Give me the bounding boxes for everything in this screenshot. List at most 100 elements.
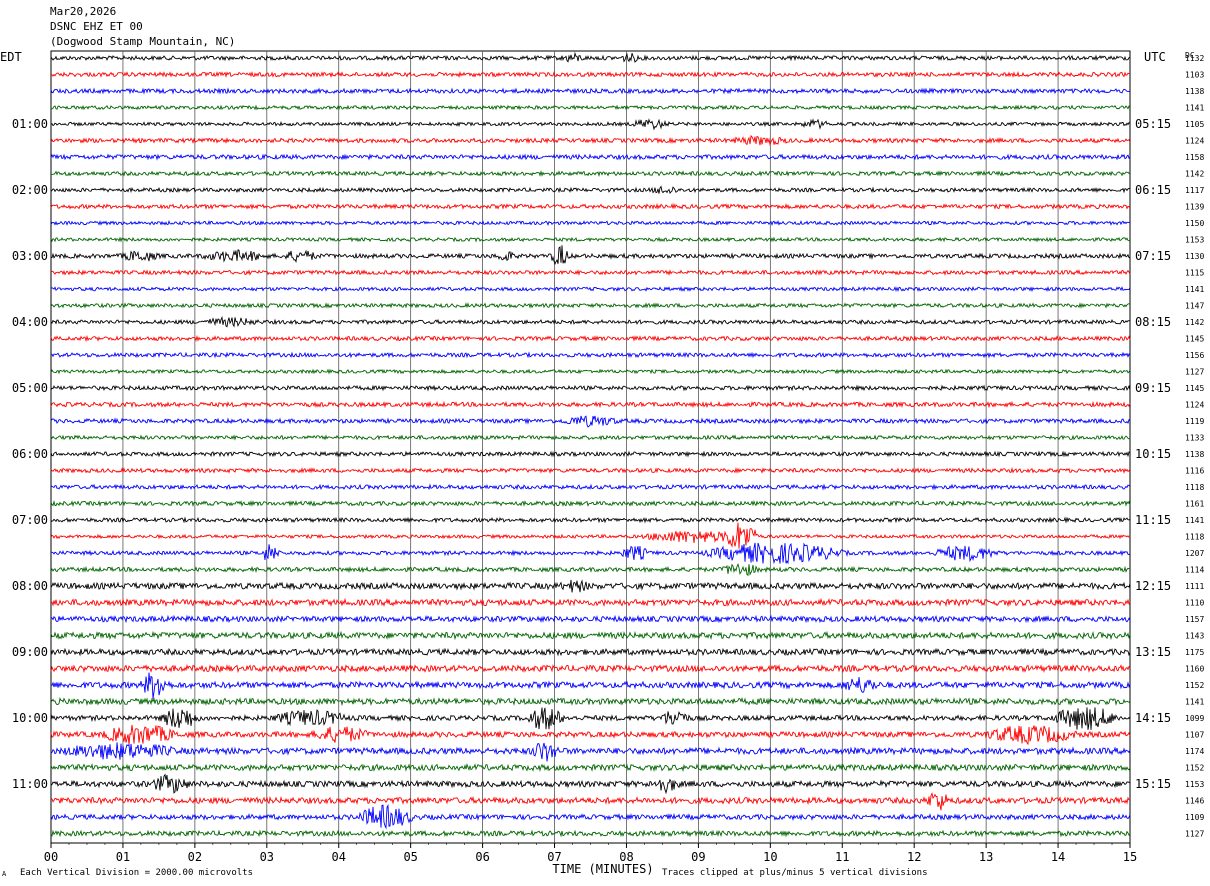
- dc-column-label: DC: [1185, 51, 1195, 60]
- dc-offset-label: 1103: [1185, 71, 1204, 80]
- right-hour-label: 11:15: [1135, 513, 1171, 527]
- dc-offset-label: 1145: [1185, 335, 1204, 344]
- left-hour-label: 10:00: [12, 711, 48, 725]
- right-hour-label: 10:15: [1135, 447, 1171, 461]
- trace-line: [50, 219, 1131, 226]
- left-hour-label: 06:00: [12, 447, 48, 461]
- x-tick-label: 12: [907, 850, 921, 864]
- x-tick-label: 11: [835, 850, 849, 864]
- left-hour-label: 03:00: [12, 249, 48, 263]
- dc-offset-label: 1119: [1185, 417, 1204, 426]
- dc-offset-label: 1142: [1185, 170, 1204, 179]
- header-date: Mar20,2026: [50, 5, 117, 18]
- header-station: DSNC EHZ ET 00: [50, 20, 143, 33]
- dc-offset-label: 1161: [1185, 500, 1204, 509]
- dc-offset-label: 1147: [1185, 302, 1204, 311]
- dc-offset-label: 1138: [1185, 87, 1204, 96]
- dc-offset-label: 1139: [1185, 203, 1204, 212]
- dc-offset-label: 1132: [1185, 54, 1204, 63]
- trace-line: [50, 663, 1131, 674]
- trace-line: [50, 522, 1131, 549]
- dc-offset-label: 1130: [1185, 252, 1204, 261]
- trace-line: [50, 70, 1131, 79]
- trace-line: [50, 185, 1130, 194]
- x-tick-label: 05: [403, 850, 417, 864]
- dc-offset-label: 1116: [1185, 467, 1204, 476]
- x-tick-label: 07: [547, 850, 561, 864]
- dc-offset-label: 1118: [1185, 483, 1204, 492]
- dc-offset-label: 1141: [1185, 516, 1204, 525]
- dc-offset-label: 1117: [1185, 186, 1204, 195]
- trace-line: [50, 434, 1131, 441]
- trace-line: [50, 630, 1131, 641]
- x-tick-label: 09: [691, 850, 705, 864]
- trace-line: [50, 763, 1131, 773]
- trace-line: [50, 104, 1131, 111]
- right-hour-label: 05:15: [1135, 117, 1171, 131]
- x-tick-label: 04: [332, 850, 346, 864]
- trace-line: [50, 51, 1131, 63]
- trace-line: [50, 597, 1131, 608]
- left-hour-label: 05:00: [12, 381, 48, 395]
- dc-offset-label: 1127: [1185, 830, 1204, 839]
- dc-offset-label: 1145: [1185, 384, 1204, 393]
- left-axis-label: EDT: [0, 50, 22, 64]
- dc-offset-label: 1141: [1185, 285, 1204, 294]
- trace-line: [50, 672, 1131, 699]
- right-hour-label: 09:15: [1135, 381, 1171, 395]
- dc-offset-label: 1175: [1185, 648, 1204, 657]
- dc-offset-label: 1143: [1185, 632, 1204, 641]
- dc-offset-label: 1127: [1185, 368, 1204, 377]
- trace-line: [50, 351, 1131, 359]
- footer-clip-note: Traces clipped at plus/minus 5 vertical …: [662, 868, 928, 878]
- dc-offset-label: 1109: [1185, 813, 1204, 822]
- dc-offset-label: 1099: [1185, 714, 1204, 723]
- trace-line: [50, 118, 1131, 131]
- dc-offset-label: 1153: [1185, 780, 1204, 789]
- traces: [50, 51, 1131, 838]
- header-location: (Dogwood Stamp Mountain, NC): [50, 35, 236, 48]
- dc-offset-label: 1152: [1185, 764, 1204, 773]
- x-tick-label: 06: [475, 850, 489, 864]
- dc-offset-label: 1111: [1185, 582, 1204, 591]
- dc-offset-label: 1110: [1185, 599, 1204, 608]
- x-tick-label: 10: [763, 850, 777, 864]
- trace-line: [50, 483, 1131, 491]
- trace-line: [50, 285, 1131, 293]
- x-tick-label: 14: [1051, 850, 1065, 864]
- dc-offset-label: 1107: [1185, 731, 1204, 740]
- grid: [50, 50, 1131, 848]
- trace-line: [50, 153, 1131, 161]
- dc-offset-label: 1153: [1185, 236, 1204, 245]
- dc-offset-label: 1114: [1185, 566, 1204, 575]
- trace-line: [50, 467, 1131, 474]
- right-hour-label: 07:15: [1135, 249, 1171, 263]
- trace-line: [50, 202, 1131, 211]
- trace-line: [50, 579, 1131, 593]
- dc-offset-label: 1141: [1185, 698, 1204, 707]
- dc-offset-label: 1124: [1185, 137, 1204, 146]
- footer-scale-note: Each Vertical Division = 2000.00 microvo…: [20, 868, 253, 878]
- left-hour-label: 09:00: [12, 645, 48, 659]
- x-tick-label: 02: [188, 850, 202, 864]
- trace-line: [50, 334, 1131, 343]
- trace-line: [51, 245, 1131, 266]
- trace-line: [50, 87, 1131, 95]
- trace-line: [50, 803, 1131, 830]
- dc-offset-label: 1150: [1185, 219, 1204, 228]
- dc-offset-label: 1157: [1185, 615, 1204, 624]
- x-tick-label: 03: [260, 850, 274, 864]
- right-hour-label: 12:15: [1135, 579, 1171, 593]
- left-hour-label: 08:00: [12, 579, 48, 593]
- right-hour-label: 13:15: [1135, 645, 1171, 659]
- trace-line: [50, 647, 1131, 657]
- trace-line: [50, 707, 1131, 730]
- left-hour-label: 02:00: [12, 183, 48, 197]
- dc-offset-label: 1142: [1185, 318, 1204, 327]
- dc-offset-label: 1133: [1185, 434, 1204, 443]
- trace-line: [50, 696, 1131, 707]
- x-axis-label: TIME (MINUTES): [552, 862, 653, 876]
- right-hour-label: 08:15: [1135, 315, 1171, 329]
- trace-line: [50, 792, 1131, 811]
